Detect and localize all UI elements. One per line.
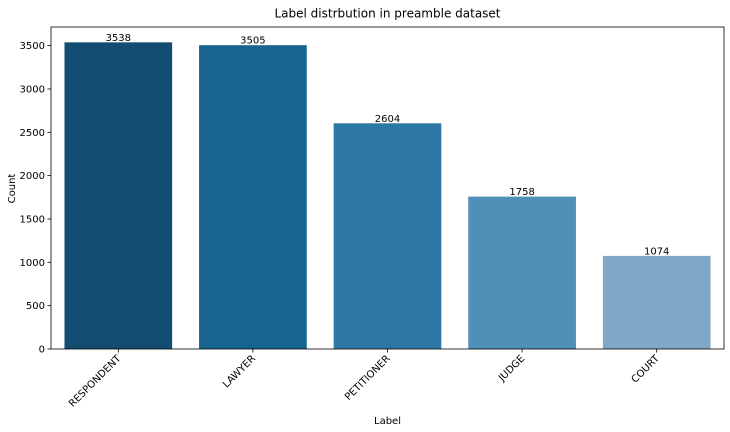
data-labels-group: 3538 3505 2604 1758 1074 [106,33,670,258]
data-label-judge: 1758 [509,187,534,198]
data-label-respondent: 3538 [106,33,131,44]
bar-judge [468,196,576,349]
y-axis-label: Count [7,174,18,204]
y-tick-label: 0 [39,345,45,356]
y-tick-label: 2500 [20,128,45,139]
y-tick-label: 3000 [20,84,45,95]
bar-court [602,255,711,349]
x-axis-label: Label [374,416,401,427]
bar-petitioner [333,123,442,349]
plot-frame [50,26,725,350]
y-tick-label: 2000 [20,171,45,182]
bar-lawyer [199,45,307,349]
data-label-petitioner: 2604 [375,114,400,125]
data-label-court: 1074 [644,246,669,257]
bar-respondent [64,42,173,349]
y-tick-label: 1000 [20,258,45,269]
y-tick-label: 3500 [20,41,45,52]
y-axis: 0 500 1000 1500 2000 2500 3000 3500 [20,41,51,356]
chart-title: Label distrbution in preamble dataset [274,7,500,21]
y-tick-label: 500 [26,301,45,312]
y-tick-label: 1500 [20,214,45,225]
bars-group [64,42,711,349]
data-label-lawyer: 3505 [240,36,265,47]
